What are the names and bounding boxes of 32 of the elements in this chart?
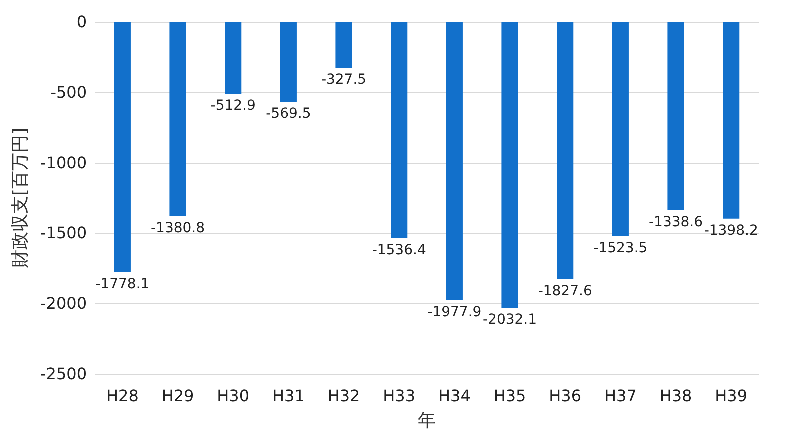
x-tick-label: H30 xyxy=(217,386,250,406)
data-label: -569.5 xyxy=(266,106,312,122)
x-tick-label: H28 xyxy=(106,386,139,406)
data-label: -1523.5 xyxy=(594,240,648,257)
data-label: -2032.1 xyxy=(482,312,538,328)
x-tick-label: H39 xyxy=(715,386,748,406)
y-tick-label: -2000 xyxy=(40,294,87,314)
data-label: -1778.1 xyxy=(96,276,150,292)
data-label: -1977.9 xyxy=(428,304,482,320)
x-tick-label: H31 xyxy=(272,386,305,406)
y-tick-label: -2500 xyxy=(40,364,87,384)
x-tick-label: H33 xyxy=(383,386,416,406)
data-label: -1827.6 xyxy=(538,283,592,300)
x-axis-title: 年 xyxy=(418,410,436,432)
y-tick-label: -1500 xyxy=(40,224,87,243)
x-tick-label: H35 xyxy=(494,386,526,406)
y-tick-label: -500 xyxy=(50,82,87,102)
data-label: -1536.4 xyxy=(372,242,426,258)
data-label: -512.9 xyxy=(210,98,256,114)
y-tick-label: -1000 xyxy=(40,153,87,172)
data-label: -1338.6 xyxy=(648,214,704,230)
x-tick-label: H37 xyxy=(604,386,637,406)
x-tick-label: H36 xyxy=(549,386,582,406)
x-tick-label: H38 xyxy=(660,386,692,406)
y-tick-label: 0 xyxy=(76,12,87,32)
data-label: -327.5 xyxy=(321,72,367,88)
x-tick-label: H29 xyxy=(162,386,194,406)
data-label: -1398.2 xyxy=(704,222,758,239)
y-axis-title: 財政収支[百万円] xyxy=(10,128,32,268)
data-label: -1380.8 xyxy=(150,220,206,236)
x-tick-label: H34 xyxy=(438,386,471,406)
x-tick-label: H32 xyxy=(328,386,360,406)
